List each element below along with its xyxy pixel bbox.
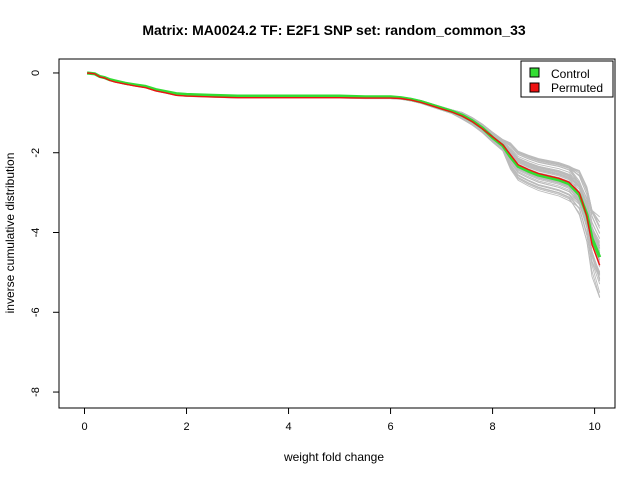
x-tick-label: 8 — [490, 421, 496, 433]
y-tick-label: -2 — [30, 148, 42, 158]
chart-title: Matrix: MA0024.2 TF: E2F1 SNP set: rando… — [142, 22, 526, 38]
legend-label-permuted: Permuted — [551, 81, 603, 95]
plot-frame — [58, 58, 616, 409]
legend-swatch-control — [529, 67, 540, 78]
x-tick-label: 2 — [183, 421, 189, 433]
series-control-line — [86, 71, 602, 258]
x-axis: 0 2 4 6 8 10 — [81, 408, 601, 433]
x-tick-label: 4 — [285, 421, 291, 433]
y-tick-label: 0 — [30, 70, 42, 76]
y-tick-label: -4 — [30, 228, 42, 238]
x-tick-label: 6 — [387, 421, 393, 433]
legend: Control Permuted — [520, 60, 614, 98]
y-tick-label: -6 — [30, 307, 42, 317]
series-lines — [86, 71, 602, 266]
legend-label-control: Control — [551, 67, 590, 81]
y-tick-label: -8 — [30, 387, 42, 397]
x-tick-label: 10 — [588, 421, 600, 433]
x-tick-label: 0 — [81, 421, 87, 433]
y-axis: 0 -2 -4 -6 -8 — [30, 70, 59, 397]
legend-swatch-permuted — [529, 82, 540, 93]
y-axis-label: inverse cumulative distribution — [3, 153, 17, 314]
x-axis-label: weight fold change — [283, 450, 384, 464]
series-permuted-line — [87, 72, 601, 266]
